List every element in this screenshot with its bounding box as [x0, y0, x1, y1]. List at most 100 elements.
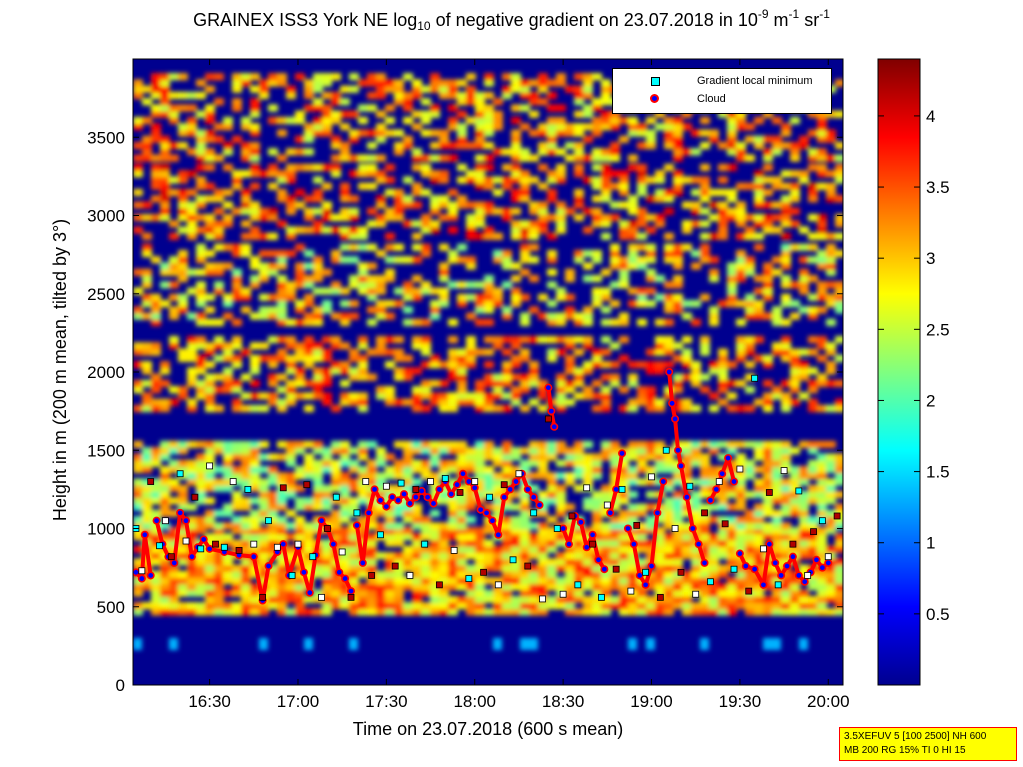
heatmap-cell — [313, 478, 323, 486]
heatmap-cell — [799, 306, 809, 314]
heatmap-cell — [502, 583, 512, 591]
cloud-point — [176, 508, 185, 517]
heatmap-cell — [196, 497, 206, 505]
heatmap-cell — [781, 300, 791, 308]
heatmap-cell — [493, 453, 503, 461]
heatmap-cell — [394, 589, 404, 597]
heatmap-cell — [583, 497, 593, 505]
heatmap-cell — [646, 440, 656, 449]
heatmap-cell — [556, 497, 566, 505]
heatmap-cell — [763, 440, 773, 449]
heatmap-cell — [214, 583, 224, 591]
heatmap-cell — [358, 104, 368, 112]
heatmap-cell — [133, 213, 143, 222]
heatmap-cell — [439, 533, 449, 541]
heatmap-cell — [250, 148, 260, 156]
heatmap-cell — [403, 608, 413, 616]
heatmap-cell — [322, 336, 332, 344]
heatmap-cell — [727, 404, 737, 413]
info-box: 3.5XEFUV 5 [100 2500] NH 600 MB 200 RG 1… — [839, 727, 1017, 761]
heatmap-cell — [367, 595, 377, 604]
heatmap-cell — [520, 539, 530, 547]
heatmap-cell — [799, 595, 809, 604]
heatmap-cell — [781, 262, 791, 270]
gradient-minimum-point — [147, 478, 155, 485]
heatmap-cell — [394, 79, 404, 87]
heatmap-cell — [511, 163, 521, 172]
heatmap-plot-area — [133, 59, 843, 685]
heatmap-cell — [160, 367, 170, 375]
cloud-point — [146, 571, 155, 580]
heatmap-cell — [421, 220, 431, 228]
heatmap-cell — [826, 595, 836, 604]
heatmap-cell — [754, 170, 764, 178]
heatmap-cell — [610, 577, 620, 585]
heatmap-cell — [385, 268, 395, 276]
heatmap-cell — [601, 232, 611, 240]
heatmap-cell — [295, 243, 305, 251]
heatmap-cell — [673, 379, 683, 388]
heatmap-cell — [187, 226, 197, 234]
heatmap-cell — [790, 577, 800, 585]
heatmap-cell — [547, 595, 557, 604]
heatmap-cell — [259, 558, 269, 566]
heatmap-cell — [412, 220, 422, 228]
heatmap-cell — [772, 545, 782, 553]
heatmap-cell — [169, 268, 179, 276]
heatmap-cell — [430, 154, 440, 162]
heatmap-cell — [448, 281, 458, 289]
heatmap-cell — [718, 361, 728, 369]
heatmap-cell — [826, 249, 836, 258]
heatmap-cell — [277, 79, 287, 87]
heatmap-cell — [502, 73, 512, 81]
cloud-point — [488, 516, 497, 525]
heatmap-cell — [565, 503, 575, 511]
cloud-point — [729, 477, 738, 486]
heatmap-cell — [745, 459, 755, 467]
heatmap-cell — [511, 602, 521, 610]
heatmap-cell — [151, 213, 161, 222]
heatmap-cell — [133, 123, 143, 131]
heatmap-cell — [700, 163, 710, 172]
heatmap-cell — [592, 602, 602, 610]
heatmap-cell — [475, 526, 485, 535]
heatmap-cell — [682, 404, 692, 413]
heatmap-cell — [169, 91, 179, 100]
heatmap-cell — [709, 440, 719, 449]
heatmap-cell — [187, 170, 197, 178]
heatmap-cell — [196, 336, 206, 344]
heatmap-cell — [187, 515, 197, 524]
heatmap-cell — [835, 306, 843, 314]
heatmap-cell — [457, 98, 467, 106]
heatmap-cell — [772, 213, 782, 222]
heatmap-cell — [592, 354, 602, 363]
heatmap-cell — [835, 570, 843, 579]
heatmap-cell — [268, 589, 278, 597]
heatmap-cell — [682, 570, 692, 579]
heatmap-cell — [439, 85, 449, 93]
heatmap-cell — [547, 91, 557, 100]
heatmap-cell — [628, 515, 638, 524]
heatmap-cell — [646, 116, 656, 125]
heatmap-cell — [466, 176, 476, 184]
heatmap-cell — [457, 392, 467, 400]
heatmap-cell — [592, 497, 602, 505]
heatmap-cell — [700, 336, 710, 344]
heatmap-cell — [565, 447, 575, 455]
heatmap-cell — [547, 533, 557, 541]
heatmap-cell — [340, 526, 350, 535]
heatmap-cell — [394, 188, 404, 197]
heatmap-cell — [682, 459, 692, 467]
heatmap-cell — [457, 539, 467, 547]
heatmap-cell — [475, 135, 485, 143]
heatmap-cell — [421, 110, 431, 118]
heatmap-cell — [322, 226, 332, 234]
heatmap-cell — [754, 564, 764, 572]
heatmap-cell — [763, 287, 773, 295]
heatmap-cell — [133, 564, 143, 572]
heatmap-cell — [682, 361, 692, 369]
heatmap-cell — [187, 440, 197, 449]
heatmap-cell — [259, 484, 269, 492]
heatmap-cell — [817, 526, 827, 535]
heatmap-cell — [673, 478, 683, 486]
